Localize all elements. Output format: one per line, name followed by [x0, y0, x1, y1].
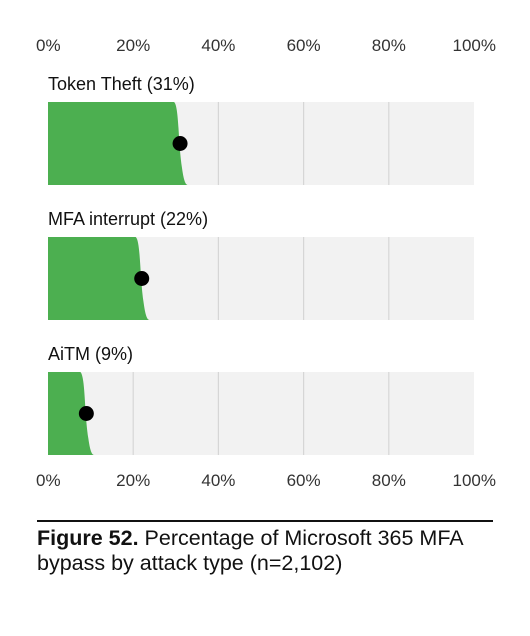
- x-tick-label-bottom: 0%: [36, 471, 61, 490]
- bar-track: [48, 372, 474, 455]
- category-label: Token Theft (31%): [48, 74, 195, 94]
- x-tick-label-top: 80%: [372, 36, 406, 55]
- x-tick-label-bottom: 40%: [201, 471, 235, 490]
- caption-label: Figure 52.: [37, 526, 139, 550]
- bar-group: MFA interrupt (22%): [48, 209, 474, 320]
- x-tick-label-bottom: 60%: [287, 471, 321, 490]
- x-tick-label-top: 20%: [116, 36, 150, 55]
- caption-text: Percentage of Microsoft 365 MFA bypass b…: [37, 526, 463, 575]
- chart: 0% 20% 40% 60% 80% 100% Token Theft (31%) MFA …: [36, 36, 496, 490]
- category-label: MFA interrupt (22%): [48, 209, 208, 229]
- x-tick-label-top: 0%: [36, 36, 61, 55]
- bar-group: Token Theft (31%): [48, 74, 474, 185]
- bar: [48, 372, 95, 455]
- bar: [48, 237, 150, 320]
- x-tick-label-bottom: 100%: [453, 471, 496, 490]
- value-marker: [172, 136, 188, 151]
- x-tick-label-bottom: 80%: [372, 471, 406, 490]
- x-tick-label-bottom: 20%: [116, 471, 150, 490]
- x-tick-label-top: 40%: [201, 36, 235, 55]
- x-axis-bottom: 0% 20% 40% 60% 80% 100%: [36, 471, 496, 490]
- x-tick-label-top: 60%: [287, 36, 321, 55]
- x-axis-top: 0% 20% 40% 60% 80% 100%: [36, 36, 496, 55]
- figure-caption: Figure 52. Percentage of Microsoft 365 M…: [37, 526, 477, 576]
- category-label: AiTM (9%): [48, 344, 133, 364]
- x-tick-label-top: 100%: [453, 36, 496, 55]
- value-marker: [78, 406, 94, 421]
- bar: [48, 102, 189, 185]
- bar-group: AiTM (9%): [48, 344, 474, 455]
- chart-panels: Token Theft (31%) MFA interrupt (22%) AiTM…: [48, 74, 474, 455]
- caption-rule: [37, 520, 493, 522]
- value-marker: [134, 271, 150, 286]
